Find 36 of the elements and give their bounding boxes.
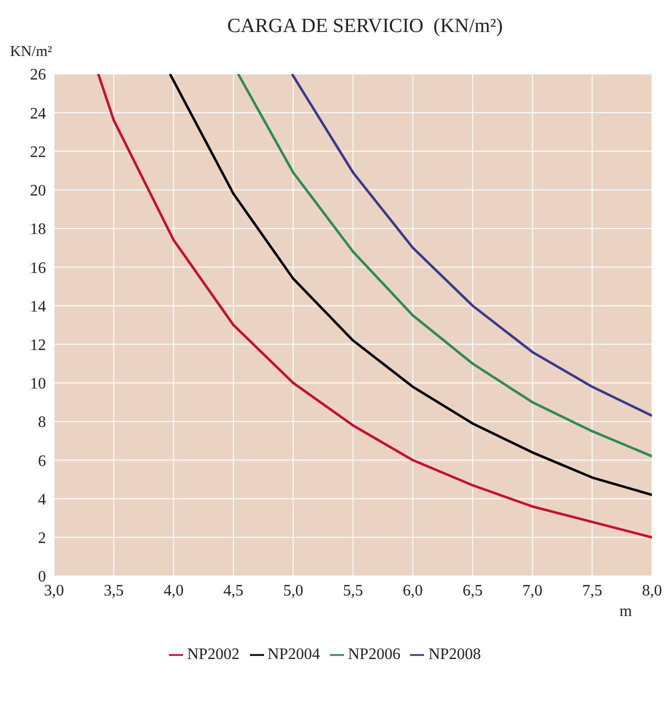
- x-tick-label: 6,0: [402, 582, 423, 600]
- legend-label: NP2002: [187, 646, 240, 663]
- y-tick-label: 0: [38, 568, 46, 586]
- legend-label: NP2006: [348, 646, 400, 663]
- y-tick-label: 8: [38, 414, 46, 432]
- x-tick-label: 4,0: [164, 582, 184, 600]
- y-tick-label: 6: [38, 452, 46, 470]
- x-tick-label: 8,0: [642, 582, 662, 600]
- x-tick-label: 7,0: [522, 582, 542, 600]
- y-tick-label: 14: [30, 298, 46, 316]
- legend-label: NP2008: [428, 646, 481, 663]
- y-tick-label: 4: [38, 491, 46, 508]
- y-tick-label: 20: [30, 182, 46, 200]
- y-tick-label: 24: [30, 105, 46, 122]
- y-tick-label: 2: [38, 530, 46, 548]
- line-series: [236, 74, 652, 458]
- y-tick-label: 12: [30, 336, 46, 354]
- x-axis-title: m: [620, 603, 633, 620]
- x-tick-label: 4,5: [223, 582, 244, 600]
- line-series: [97, 74, 652, 539]
- y-tick-label: 22: [30, 144, 46, 161]
- y-tick-label: 10: [30, 376, 46, 393]
- x-tick-label: 3,0: [44, 582, 64, 600]
- chart-title: CARGA DE SERVICIO (KN/m²): [226, 14, 504, 39]
- y-tick-label: 16: [30, 260, 46, 277]
- legend-label: NP2004: [268, 646, 320, 663]
- x-tick-label: 3,5: [104, 582, 124, 600]
- line-series: [290, 74, 652, 417]
- y-tick-label: 26: [30, 66, 46, 84]
- y-axis-title: KN/m²: [9, 44, 53, 62]
- x-tick-label: 7,5: [582, 582, 602, 600]
- y-tick-label: 18: [30, 221, 46, 238]
- x-tick-label: 5,0: [283, 582, 304, 600]
- x-tick-label: 5,5: [343, 582, 363, 600]
- line-series: [168, 74, 652, 496]
- x-tick-label: 6,5: [462, 582, 483, 600]
